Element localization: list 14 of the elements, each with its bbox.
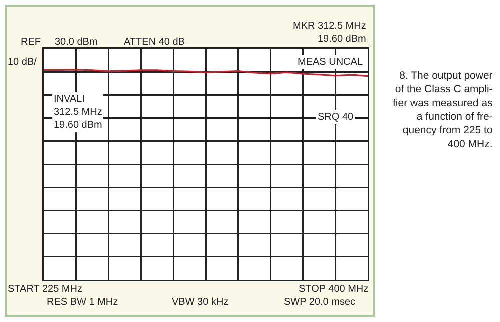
text: 30.0 dBm <box>55 37 98 48</box>
text: 8. The output power of the Class C ampli- fier was measured as a function of fre- quency from 225 to 400 MHz. <box>393 70 494 150</box>
text: RES BW 1 MHz <box>47 297 118 308</box>
text: MKR 312.5 MHz 19.60 dBm <box>293 21 366 45</box>
text: START 225 MHz <box>8 284 82 295</box>
text: REF <box>21 37 41 48</box>
text: 10 dB/ <box>8 57 38 68</box>
text: SWP 20.0 msec <box>284 297 356 308</box>
annotation: INVALI 312.5 MHz 19.60 dBm <box>54 94 102 131</box>
annotation: SRQ 40 <box>318 112 354 123</box>
text: MEAS UNCAL <box>298 57 364 68</box>
text: VBW 30 kHz <box>172 297 229 308</box>
text: STOP 400 MHz <box>299 284 369 295</box>
text: ATTEN 40 dB <box>124 37 186 48</box>
